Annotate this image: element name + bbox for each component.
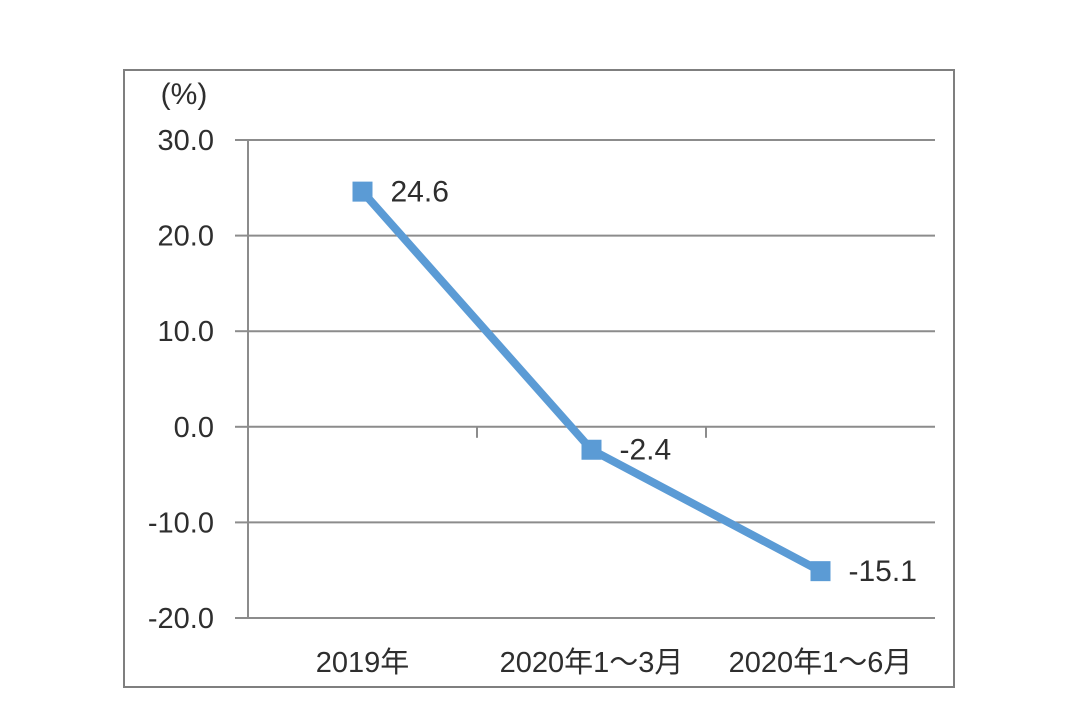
data-label: -15.1 — [849, 555, 917, 588]
series-line — [359, 188, 823, 575]
labels-layer: 30.0 20.0 10.0 0.0 -10.0 -20.0 24.6 2019年 -2.4 20… — [148, 125, 917, 679]
data-label: 24.6 — [391, 176, 449, 209]
y-tick-label: 0.0 — [174, 412, 214, 444]
gridlines-layer — [248, 139, 935, 619]
axes-layer — [235, 139, 707, 619]
y-tick-label: 10.0 — [158, 316, 214, 348]
y-tick-label: -10.0 — [148, 507, 214, 539]
data-marker-2020年1～3月 — [581, 439, 602, 460]
data-label: -2.4 — [620, 434, 672, 467]
chart-border — [123, 69, 955, 688]
x-axis-label: 2020年1～3月 — [500, 646, 684, 679]
x-axis-label: 2020年1～6月 — [729, 646, 913, 679]
y-axis-unit-label: (%) — [161, 78, 208, 111]
y-tick-label: -20.0 — [148, 603, 214, 635]
series-layer — [352, 181, 831, 582]
y-tick-label: 20.0 — [158, 221, 214, 253]
data-marker-2019年 — [352, 181, 373, 202]
data-marker-2020年1～6月 — [810, 561, 831, 582]
y-tick-label: 30.0 — [158, 125, 214, 157]
x-axis-label: 2019年 — [316, 646, 410, 679]
